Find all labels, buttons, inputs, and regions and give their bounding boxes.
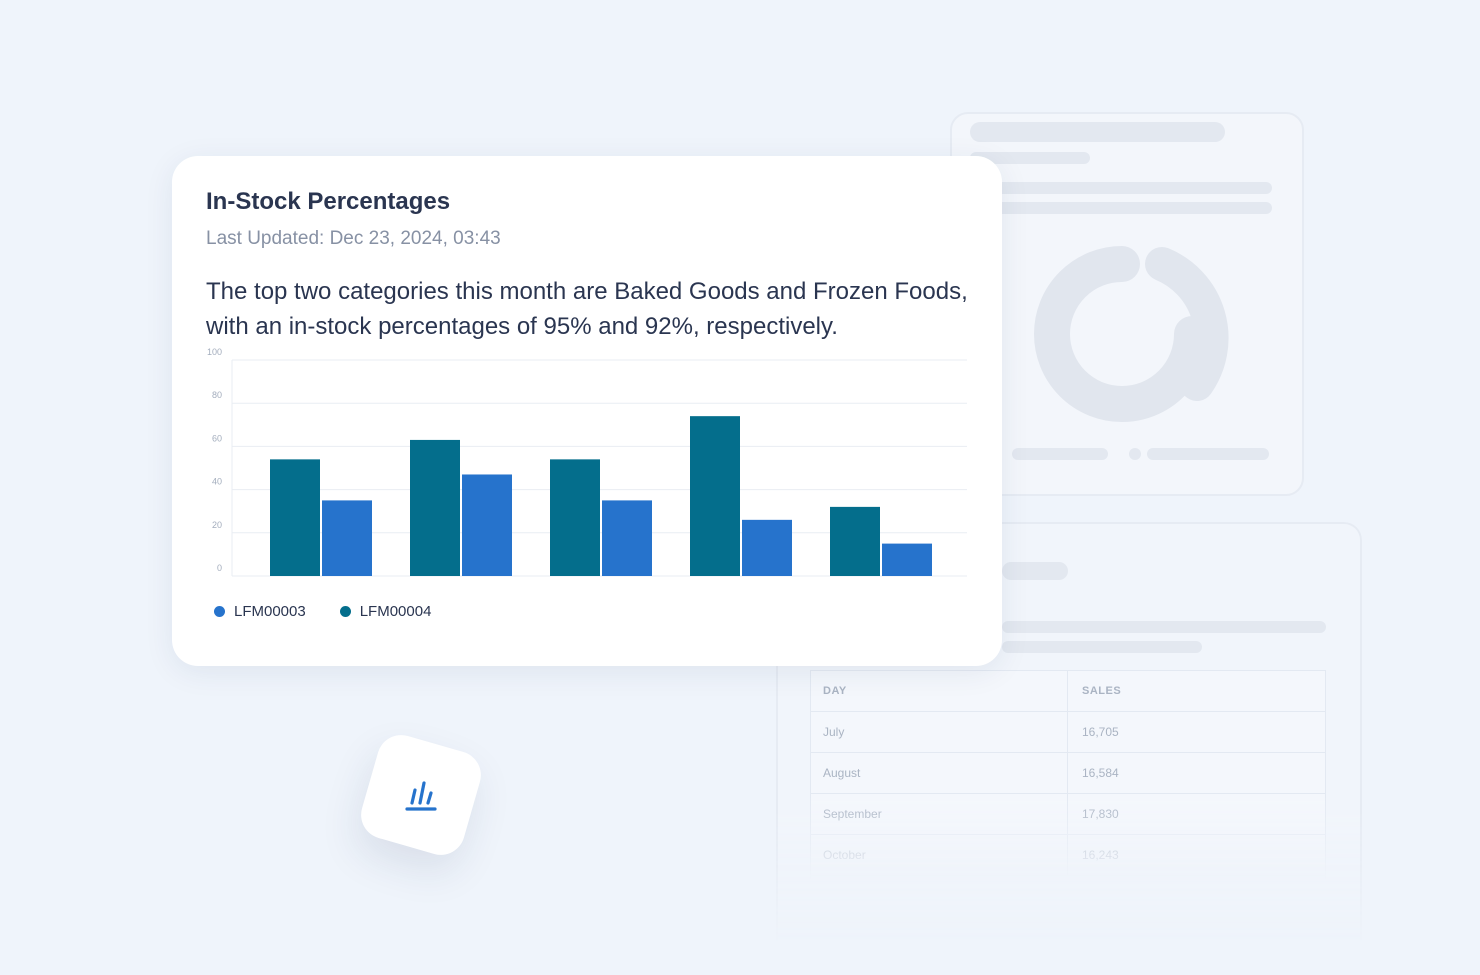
placeholder-bar — [1147, 448, 1269, 460]
bar-lfm00004-4 — [690, 416, 740, 576]
table-cell-sales: 16,705 — [1067, 712, 1325, 752]
legend-label-lfm00003: LFM00003 — [234, 603, 306, 620]
in-stock-chart-card: In-Stock Percentages Last Updated: Dec 2… — [172, 156, 1002, 666]
background-donut-card — [950, 112, 1304, 496]
y-tick-label: 0 — [217, 563, 222, 573]
card-title: In-Stock Percentages — [206, 188, 451, 215]
chart-summary-text: The top two categories this month are Ba… — [206, 278, 968, 340]
bar-lfm00004-1 — [270, 459, 320, 576]
y-tick-label: 60 — [212, 433, 222, 443]
legend-label-lfm00004: LFM00004 — [359, 603, 432, 620]
bar-lfm00004-3 — [550, 459, 600, 576]
bar-lfm00003-3 — [602, 500, 652, 576]
y-tick-label: 20 — [212, 520, 222, 530]
last-updated-text: Last Updated: Dec 23, 2024, 03:43 — [206, 228, 501, 249]
placeholder-bar — [970, 122, 1225, 142]
bar-lfm00003-2 — [462, 474, 512, 576]
table-cell-day: October — [823, 848, 866, 862]
placeholder-bar — [992, 182, 1272, 194]
table-header-day: DAY — [823, 685, 847, 697]
y-tick-label: 100 — [207, 347, 222, 357]
table-row: August 16,584 — [811, 753, 1325, 794]
legend-item-lfm00004[interactable]: LFM00004 — [339, 603, 432, 620]
placeholder-bar — [1012, 448, 1108, 460]
table-cell-day: August — [823, 766, 861, 780]
placeholder-bar — [970, 152, 1090, 164]
legend-item-lfm00003[interactable]: LFM00003 — [214, 603, 306, 620]
bar-lfm00004-2 — [410, 439, 460, 576]
table-cell-day: September — [823, 807, 882, 821]
y-tick-label: 80 — [212, 390, 222, 400]
bar-lfm00004-5 — [830, 506, 880, 576]
legend-dot-lfm00004 — [339, 606, 351, 617]
bar-chart: 0 20 40 60 80 100 — [207, 347, 967, 577]
bar-lfm00003-5 — [882, 543, 932, 576]
placeholder-dot — [1129, 448, 1141, 460]
placeholder-bar — [1002, 621, 1326, 633]
y-tick-label: 40 — [212, 477, 222, 487]
table-header-sales: SALES — [1067, 671, 1325, 711]
table-row: July 16,705 — [811, 712, 1325, 753]
table-cell-day: July — [823, 725, 845, 739]
table-cell-sales: 16,243 — [1067, 835, 1325, 875]
table-header-row: DAY SALES — [811, 671, 1325, 712]
placeholder-bar — [1002, 641, 1202, 653]
table-cell-sales: 17,830 — [1067, 794, 1325, 834]
table-row: September 17,830 — [811, 794, 1325, 835]
background-sales-table: DAY SALES July 16,705 August 16,584 Sept… — [810, 670, 1326, 881]
chart-legend: LFM00003 LFM00004 — [214, 603, 431, 620]
bar-lfm00003-1 — [322, 500, 372, 576]
table-cell-sales: 16,584 — [1067, 753, 1325, 793]
donut-placeholder-icon — [1034, 246, 1229, 422]
floating-chart-tile[interactable] — [355, 729, 487, 861]
placeholder-bar — [1002, 562, 1068, 580]
placeholder-bar — [992, 202, 1272, 214]
bar-lfm00003-4 — [742, 519, 792, 576]
table-row: October 16,243 — [811, 835, 1325, 876]
legend-dot-lfm00003 — [214, 606, 225, 617]
bar-chart-icon — [405, 781, 437, 811]
